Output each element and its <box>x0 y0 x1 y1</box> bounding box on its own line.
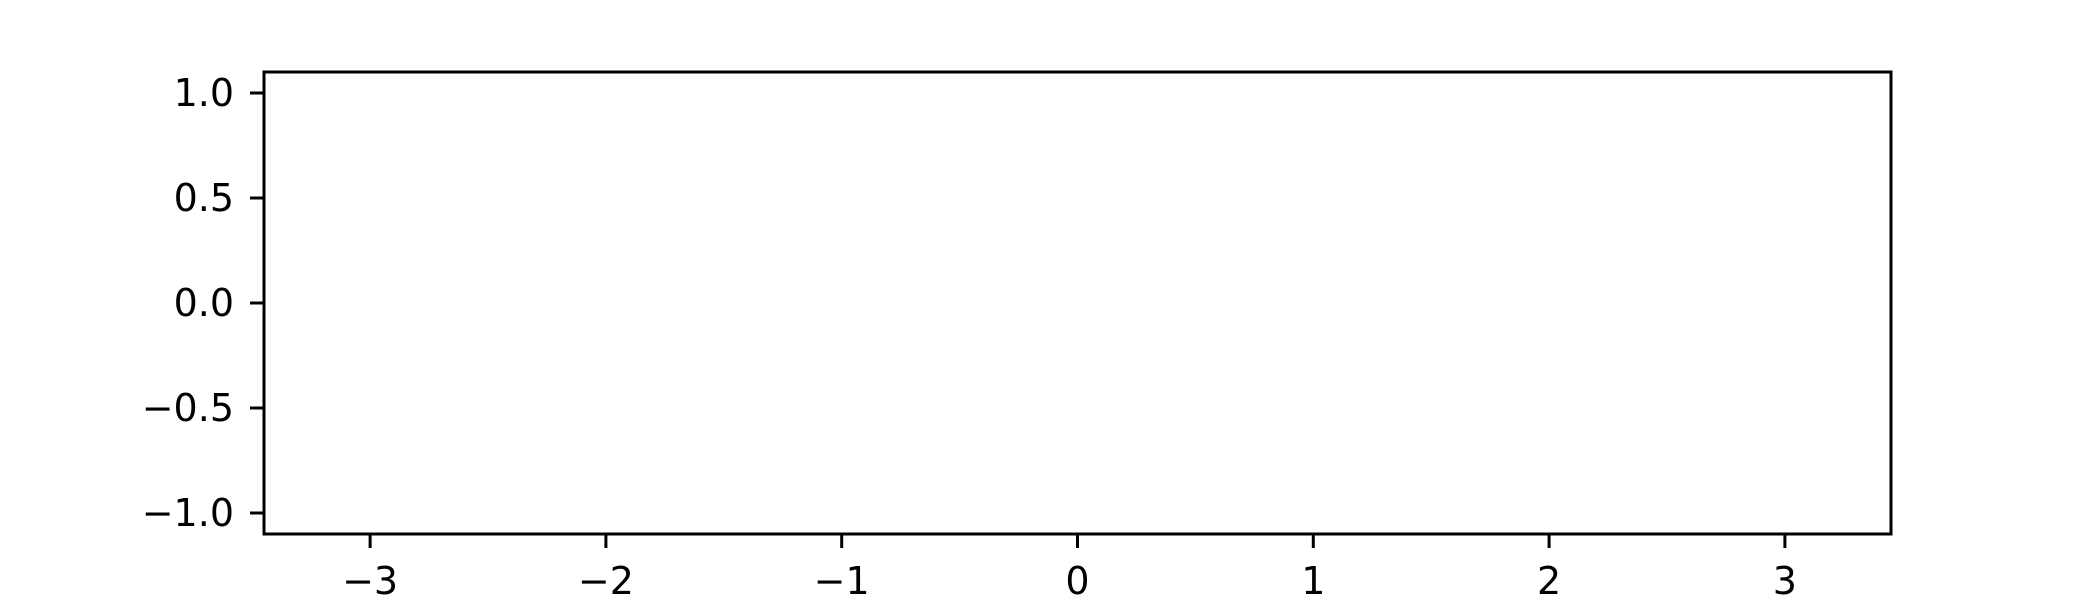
x-tick-label: 0 <box>1065 559 1089 600</box>
y-tick-label: −0.5 <box>142 386 234 430</box>
x-tick-label: 3 <box>1773 559 1797 600</box>
x-tick-label: −2 <box>578 559 634 600</box>
x-tick-label: 1 <box>1301 559 1325 600</box>
y-tick-label: −1.0 <box>142 491 234 535</box>
x-tick-label: −1 <box>814 559 870 600</box>
y-tick-label: 0.0 <box>174 281 234 325</box>
x-tick-label: 2 <box>1537 559 1561 600</box>
x-axis: −3 −2 −1 0 1 2 3 <box>342 534 1797 603</box>
y-axis: 1.0 0.5 0.0 −0.5 −1.0 <box>142 71 264 535</box>
y-tick-label: 1.0 <box>174 71 234 115</box>
x-tick-label: −3 <box>342 559 398 600</box>
y-tick-label: 0.5 <box>174 176 234 220</box>
